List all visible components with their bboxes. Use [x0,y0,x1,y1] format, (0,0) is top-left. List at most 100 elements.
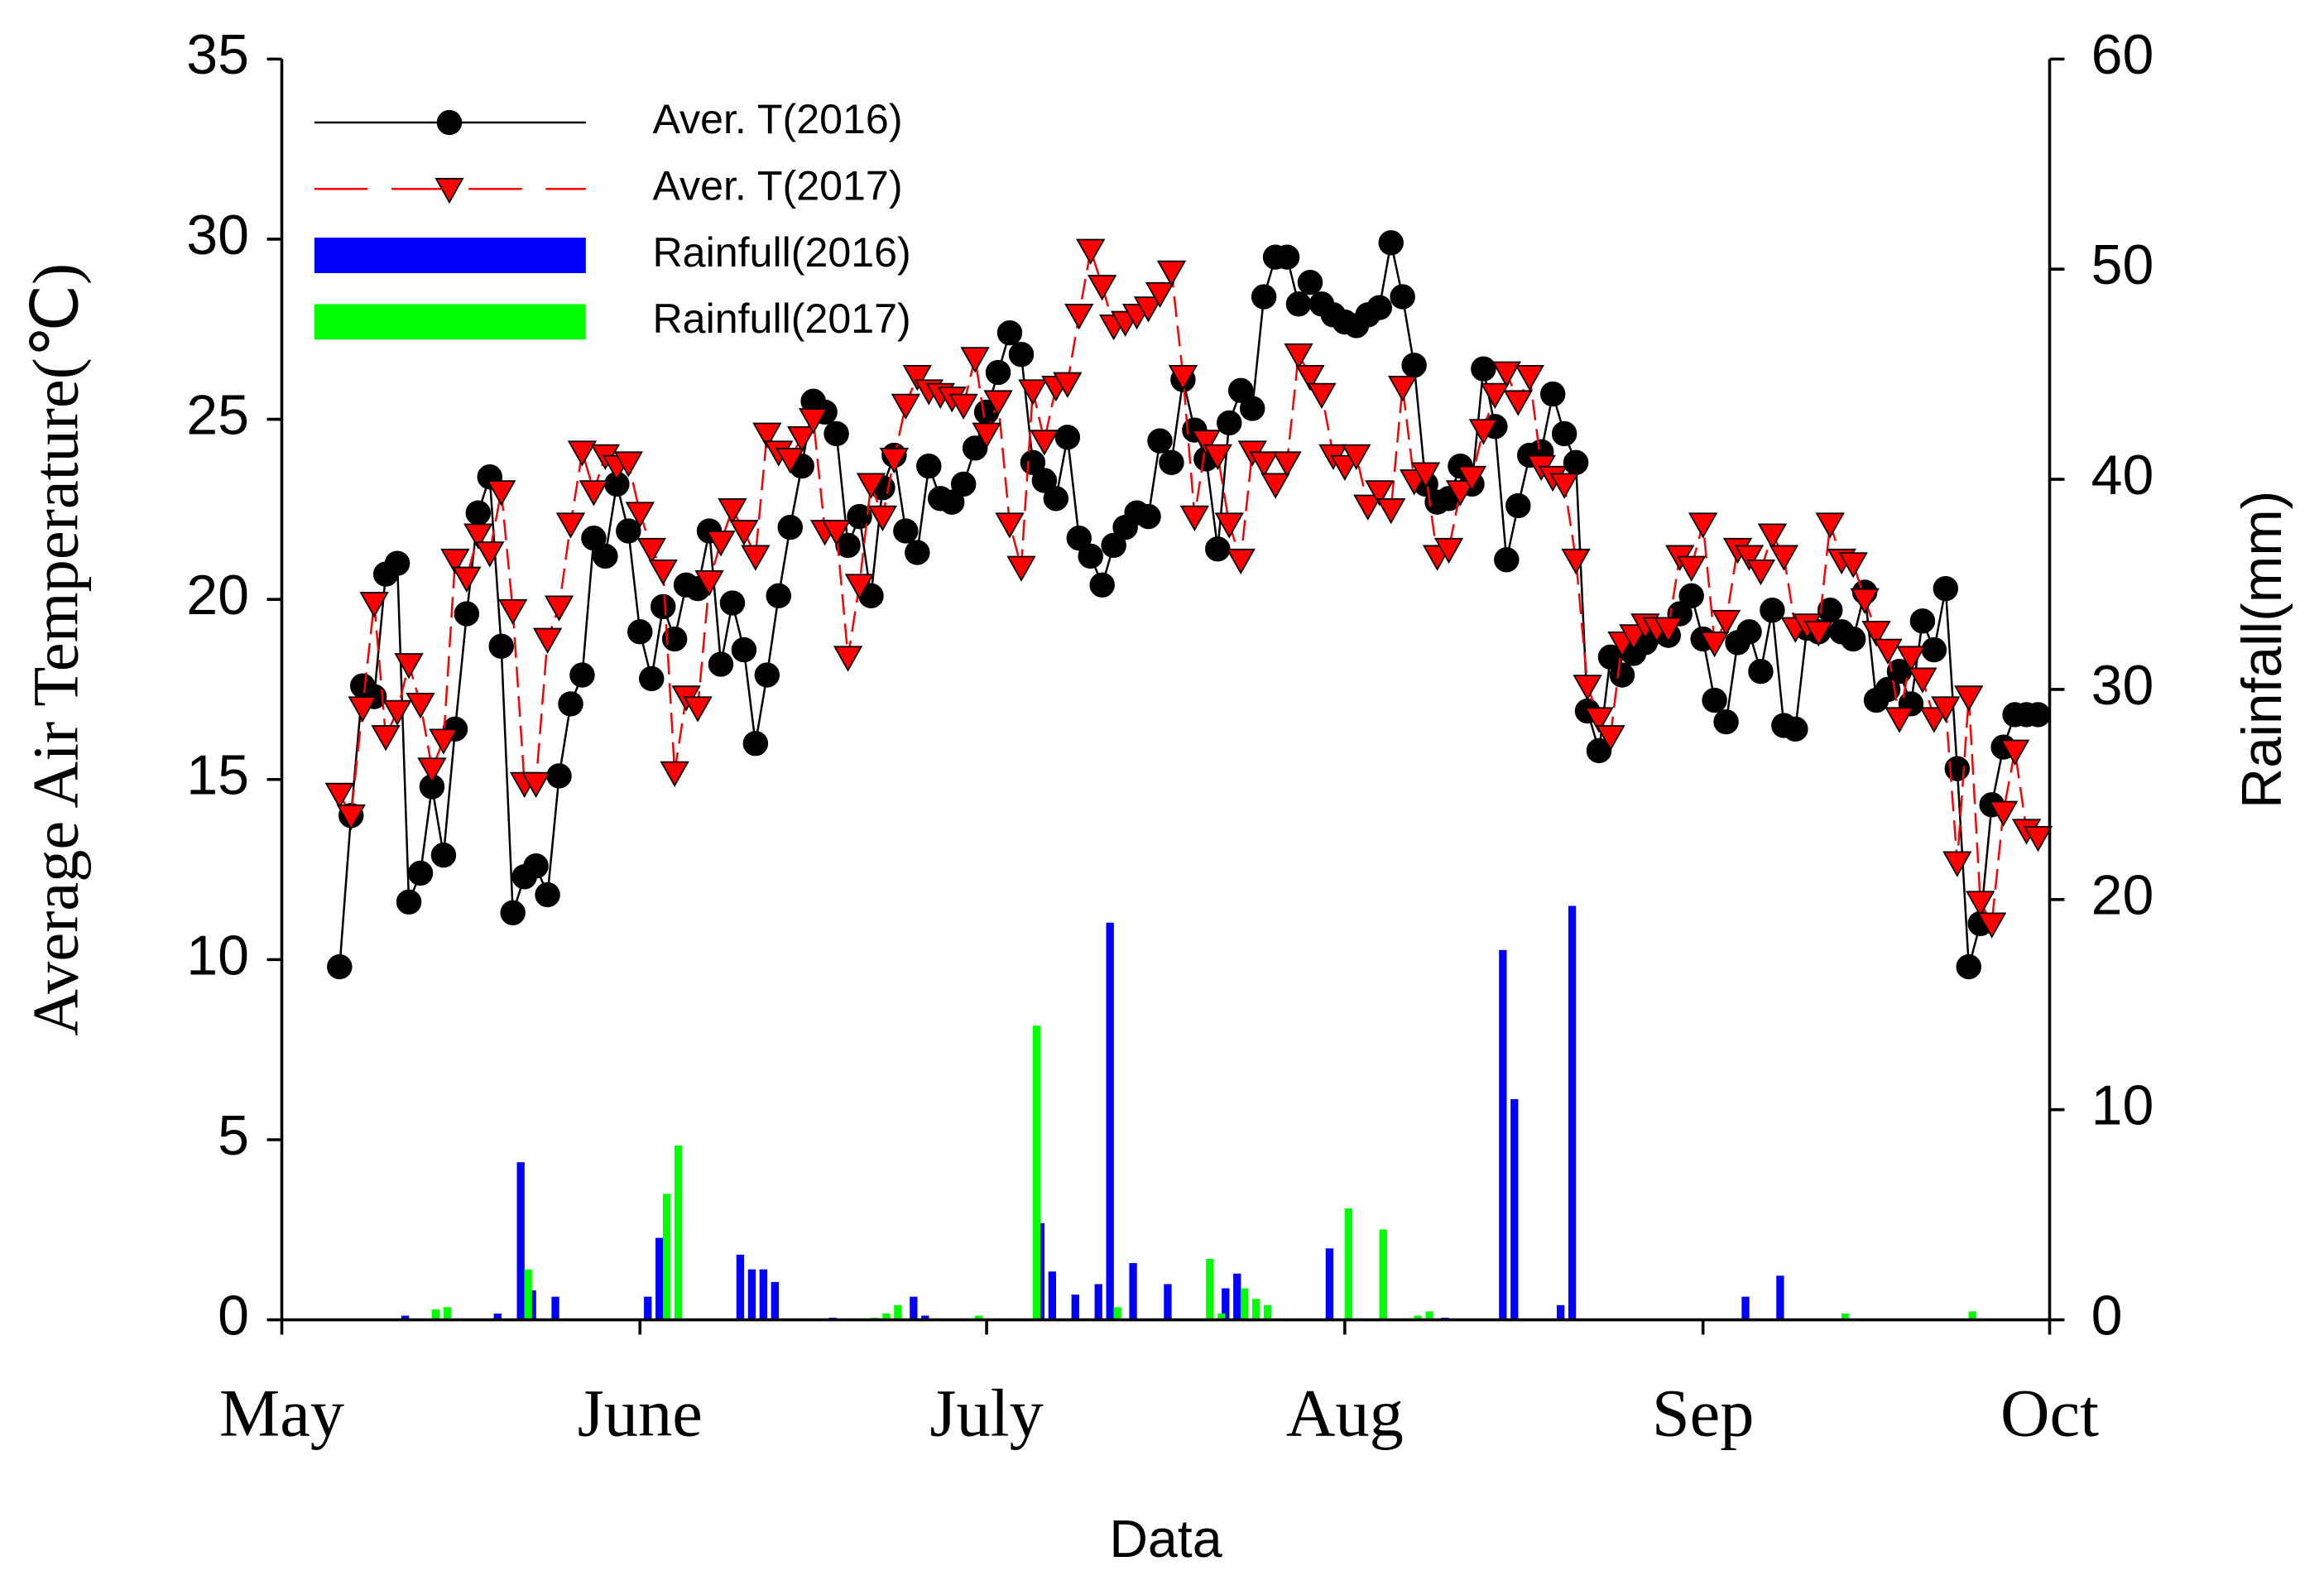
point-marker [1388,376,1418,402]
rain-bar [443,1307,452,1320]
point-marker [1840,626,1866,652]
point-marker [1933,575,1959,602]
point-marker [1769,545,1799,571]
y2-tick-label: 10 [2091,1075,2154,1137]
point-marker [1272,451,1302,478]
legend-label: Rainfull(2016) [652,229,910,276]
point-marker [1584,707,1614,733]
point-marker [754,662,780,688]
rain-bar [894,1304,902,1320]
point-marker [454,601,480,627]
point-marker [1133,296,1164,323]
point-marker [1896,646,1926,672]
point-marker [939,489,965,515]
point-marker [2025,702,2051,728]
point-marker [1873,638,1903,665]
point-marker [1088,275,1117,301]
point-marker [359,592,389,618]
rain-bar [1741,1296,1750,1320]
point-marker [995,512,1025,539]
legend: Aver. T(2016) Aver. T(2017) Rainfull(2016)… [314,96,911,342]
point-marker [1353,494,1383,521]
rain-bar [1252,1299,1260,1320]
point-marker [1249,451,1279,478]
rain-bar [736,1254,745,1320]
rain-bar [1425,1311,1433,1320]
point-marker [1330,454,1360,482]
rain-bar [1776,1275,1784,1320]
point-marker [1307,382,1337,409]
point-marker [406,692,435,719]
rain-bar [759,1269,768,1320]
point-marker [787,425,817,453]
point-marker [1366,295,1392,320]
point-marker [893,518,919,544]
rain-bar [493,1313,502,1320]
point-marker [569,662,595,688]
point-marker [950,471,977,497]
point-marker [1909,608,1936,634]
point-marker [498,598,528,626]
point-marker [1297,270,1323,295]
point-marker [1861,620,1891,647]
point-marker [1089,572,1115,598]
point-marker [1053,372,1083,398]
point-marker [1713,709,1739,735]
point-marker [555,512,586,539]
point-marker [856,473,886,499]
point-marker [1505,492,1531,519]
point-marker [1239,396,1265,421]
point-marker [683,696,713,723]
rain-bar [1217,1313,1226,1320]
point-marker [1494,547,1520,573]
point-marker [1702,687,1727,713]
point-marker [1226,548,1256,575]
point-marker [1365,480,1395,507]
rain-bar [1344,1208,1353,1320]
point-marker [616,518,641,544]
point-marker [593,543,618,569]
rain-bar [1164,1284,1172,1320]
point-marker [1031,468,1058,493]
point-marker [1205,536,1231,562]
x-tick-label: Oct [2000,1376,2099,1451]
point-marker [1295,364,1325,391]
point-marker [1064,303,1094,330]
rain-bar [1032,1026,1041,1320]
point-marker [500,900,526,925]
point-marker [905,540,930,565]
point-marker [581,526,607,551]
point-marker [719,590,746,616]
rain-bar [1379,1229,1387,1320]
point-marker [1433,537,1464,564]
point-marker [1076,238,1106,265]
point-marker [1977,912,2007,939]
legend-label: Aver. T(2017) [652,163,902,209]
rain-bar [401,1315,410,1320]
point-marker [1214,512,1244,539]
rain-bar [1499,949,1507,1320]
y-tick-label: 15 [186,745,249,807]
point-marker [636,537,666,564]
point-marker [1745,559,1776,586]
x-tick-label: Aug [1286,1376,1404,1451]
point-marker [1573,675,1602,701]
point-marker [1168,364,1198,391]
point-marker [1561,548,1591,575]
point-marker [440,548,470,575]
rain-bar [1094,1284,1102,1320]
y-tick-label: 30 [186,204,249,267]
point-marker [1921,636,1947,663]
point-marker [1515,364,1544,391]
point-marker [1688,512,1718,539]
legend-swatch [314,304,586,340]
x-axis-title: Data [1109,1509,1222,1568]
point-marker [706,531,736,557]
point-marker [962,435,988,461]
point-marker [1066,526,1092,551]
y2-axis-title: Rainfall(mm) [2231,491,2293,809]
point-marker [384,550,411,576]
rain-bar [1222,1288,1230,1320]
point-marker [1468,419,1499,445]
point-marker [823,420,849,447]
